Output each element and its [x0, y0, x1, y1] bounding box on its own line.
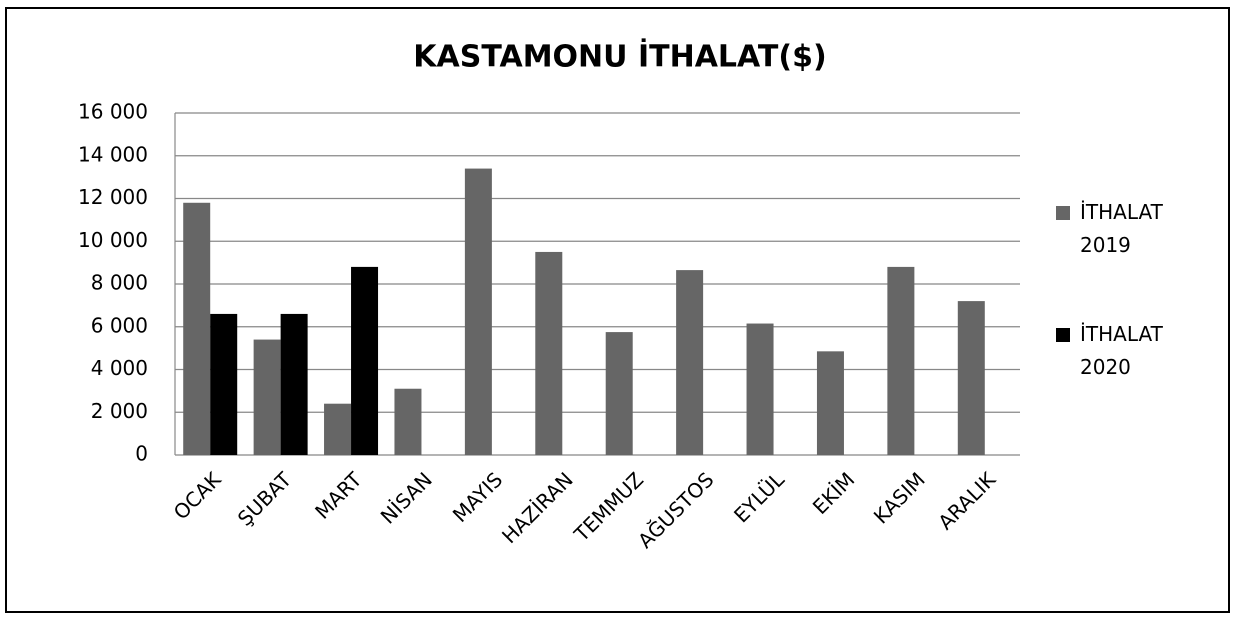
legend-swatch: [1056, 206, 1070, 220]
bar: [280, 313, 308, 455]
legend-item: İTHALAT 2020: [1056, 318, 1176, 384]
bar: [324, 403, 352, 455]
x-tick-label: KASIM: [869, 467, 930, 528]
y-tick-label: 8 000: [91, 271, 148, 295]
x-tick-label: AĞUSTOS: [633, 467, 718, 552]
chart-title: KASTAMONU İTHALAT($): [413, 39, 826, 75]
y-tick-label: 4 000: [91, 356, 148, 380]
y-tick-label: 16 000: [78, 100, 148, 124]
bar: [351, 266, 379, 455]
y-tick-label: 0: [135, 442, 148, 466]
y-tick-label: 6 000: [91, 313, 148, 337]
bar: [816, 351, 844, 455]
bar: [957, 301, 985, 455]
x-tick-label: ŞUBAT: [233, 467, 297, 531]
bar: [887, 266, 915, 455]
legend-label: İTHALAT 2020: [1080, 322, 1163, 379]
legend: İTHALAT 2019 İTHALAT 2020: [1056, 196, 1176, 440]
bar: [183, 202, 211, 455]
x-tick-label: EKİM: [808, 467, 860, 519]
y-tick-label: 12 000: [78, 185, 148, 209]
bar: [210, 313, 238, 455]
legend-item: İTHALAT 2019: [1056, 196, 1176, 262]
bar: [464, 168, 492, 455]
x-tick-label: OCAK: [169, 467, 227, 525]
y-tick-label: 2 000: [91, 399, 148, 423]
x-tick-label: HAZİRAN: [497, 467, 578, 548]
bar: [746, 323, 774, 455]
x-tick-label: NİSAN: [376, 467, 437, 528]
x-tick-label: EYLÜL: [729, 467, 790, 528]
bar: [253, 339, 281, 455]
x-tick-label: ARALIK: [933, 467, 1001, 535]
x-tick-label: MAYIS: [448, 467, 508, 527]
x-tick-label: MART: [310, 467, 367, 524]
y-tick-label: 10 000: [78, 228, 148, 252]
bar: [676, 270, 704, 455]
legend-label: İTHALAT 2019: [1080, 200, 1163, 257]
legend-swatch: [1056, 328, 1070, 342]
bar: [605, 332, 633, 455]
chart-border: [5, 7, 1230, 613]
y-tick-label: 14 000: [78, 142, 148, 166]
bar: [394, 388, 422, 455]
bar: [535, 251, 563, 455]
